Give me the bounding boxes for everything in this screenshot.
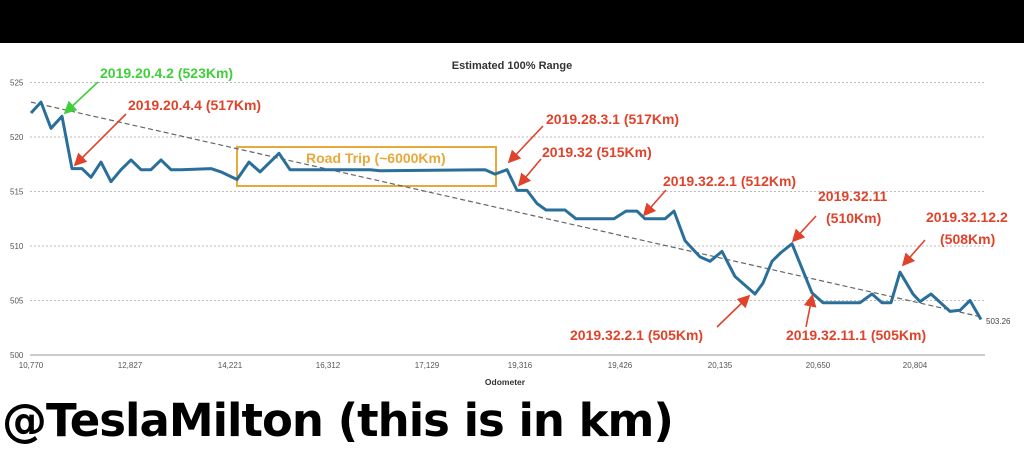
y-tick-label: 510 — [10, 242, 24, 251]
x-tick-label: 19,426 — [608, 361, 633, 370]
road-trip-box — [236, 146, 497, 187]
y-tick-label: 505 — [10, 297, 24, 306]
annotation-label: 2019.28.3.1 (517Km) — [546, 111, 679, 127]
annotation-label: 2019.32 (515Km) — [542, 144, 652, 160]
x-tick-label: 19,316 — [508, 361, 533, 370]
x-tick-label: 17,129 — [415, 361, 440, 370]
annotation-arrow — [716, 294, 751, 328]
annotation-label: 2019.20.4.2 (523Km) — [100, 65, 233, 81]
annotation-label: 2019.20.4.4 (517Km) — [128, 97, 261, 113]
x-tick-label: 20,804 — [903, 361, 928, 370]
annotation-arrow — [63, 81, 99, 115]
x-tick-label: 20,135 — [708, 361, 733, 370]
y-tick-label: 525 — [10, 79, 24, 88]
annotation-label: (508Km) — [940, 231, 995, 247]
top-black-bar — [0, 0, 1024, 43]
trend-line — [30, 101, 982, 318]
road-trip-label: Road Trip (~6000Km) — [306, 150, 446, 166]
x-tick-label: 12,827 — [118, 361, 143, 370]
y-tick-label: 500 — [10, 351, 24, 360]
annotation-arrow — [507, 125, 544, 164]
firmware-annotations: 2019.20.4.2 (523Km) 2019.20.4.4 (517Km) 20… — [63, 65, 1008, 343]
x-axis-label: Odometer — [485, 377, 526, 387]
annotation-arrow — [517, 158, 542, 187]
x-tick-label: 20,650 — [806, 361, 831, 370]
y-gridlines — [30, 82, 985, 356]
chart-title: Estimated 100% Range — [452, 60, 572, 72]
y-tick-label: 515 — [10, 188, 24, 197]
caption-text: @TeslaMilton (this is in km) — [2, 394, 674, 447]
annotation-arrow — [901, 239, 926, 267]
x-axis-ticks: 10,770 12,827 14,221 16,312 17,129 19,316 19,4… — [19, 361, 928, 370]
range-series-line — [29, 100, 983, 321]
annotation-label: (510Km) — [826, 210, 881, 226]
annotation-label: 2019.32.11 — [818, 188, 888, 204]
y-tick-label: 520 — [10, 133, 24, 142]
annotation-label: 2019.32.12.2 — [926, 209, 1008, 225]
x-tick-label: 10,770 — [19, 361, 44, 370]
annotation-label: 2019.32.2.1 (512Km) — [663, 173, 796, 189]
annotation-label: 2019.32.2.1 (505Km) — [570, 327, 703, 343]
annotation-arrow — [642, 189, 667, 217]
annotation-label: 2019.32.11.1 (505Km) — [786, 327, 926, 343]
y-axis-ticks: 500 505 510 515 520 525 — [10, 79, 24, 361]
x-tick-label: 16,312 — [316, 361, 341, 370]
x-tick-label: 14,221 — [218, 361, 243, 370]
annotation-arrow — [791, 215, 817, 243]
range-chart: Estimated 100% Range 500505510515520525 … — [10, 60, 1011, 387]
end-value-label: 503.26 — [986, 317, 1011, 326]
annotation-arrow — [803, 293, 817, 328]
annotation-arrow — [73, 113, 127, 167]
